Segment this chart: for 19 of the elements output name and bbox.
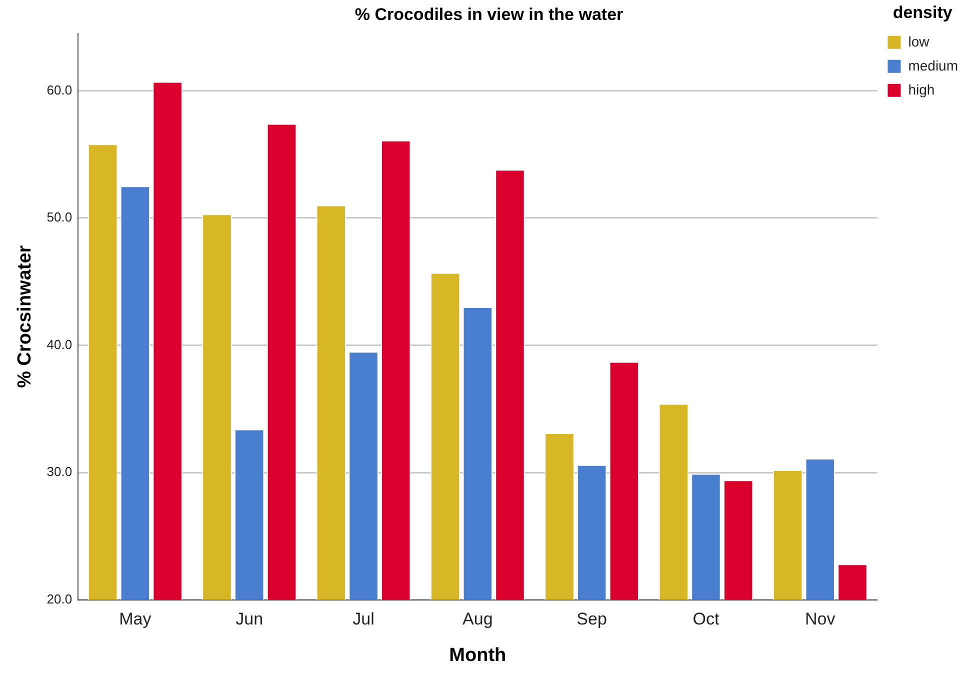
legend-title: density: [892, 3, 953, 22]
x-tick-label: Oct: [692, 610, 720, 629]
x-tick-label: Sep: [576, 610, 607, 629]
x-tick-label: Jul: [352, 610, 374, 629]
y-tick-label: 60.0: [46, 82, 72, 98]
legend-label: low: [908, 33, 930, 50]
x-axis-title: Month: [449, 644, 506, 666]
x-tick-label: May: [119, 610, 152, 629]
x-tick-label: Aug: [462, 610, 493, 629]
x-tick-label: Nov: [805, 610, 836, 629]
chart-title: % Crocodiles in view in the water: [354, 4, 624, 24]
x-tick-label: Jun: [236, 610, 264, 629]
y-tick-label: 40.0: [46, 336, 72, 352]
y-axis-title: % Crocsinwater: [14, 244, 36, 388]
y-tick-label: 50.0: [46, 210, 72, 225]
legend-label: medium: [908, 57, 958, 74]
y-tick-label: 20.0: [46, 591, 72, 606]
legend-label: high: [908, 81, 935, 98]
y-tick-label: 30.0: [46, 464, 72, 480]
